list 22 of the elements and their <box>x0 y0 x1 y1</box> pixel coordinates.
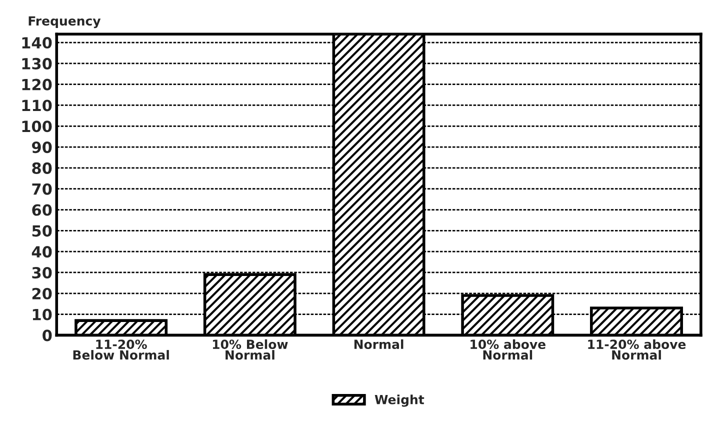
y-tick-label: 110 <box>22 100 52 112</box>
y-tick-label: 120 <box>22 78 52 90</box>
y-tick-label: 80 <box>32 162 52 174</box>
y-tick-label: 130 <box>22 58 52 70</box>
x-tick-label: 10% above Normal <box>470 339 546 360</box>
y-tick-label: 10 <box>32 308 52 320</box>
y-tick-label: 140 <box>22 36 52 49</box>
y-tick-label: 60 <box>32 204 52 216</box>
y-tick-label: 70 <box>32 183 52 195</box>
y-axis-title: Frequency <box>28 16 101 28</box>
y-tick-label: 30 <box>32 266 52 278</box>
x-tick-label: 11-20% above Normal <box>588 339 686 360</box>
y-tick-label: 50 <box>32 225 52 237</box>
y-tick-label: 90 <box>32 142 52 154</box>
y-tick-label: 40 <box>32 246 52 258</box>
x-tick-label: Normal <box>354 339 404 350</box>
y-tick-label: 20 <box>32 288 52 300</box>
y-tick-label: 0 <box>42 330 52 342</box>
legend-label: Weight <box>374 394 424 407</box>
x-tick-label: 10% Below Normal <box>212 339 288 360</box>
x-tick-label: 11-20% Below Normal <box>73 340 169 360</box>
y-tick-label: 100 <box>22 120 52 132</box>
